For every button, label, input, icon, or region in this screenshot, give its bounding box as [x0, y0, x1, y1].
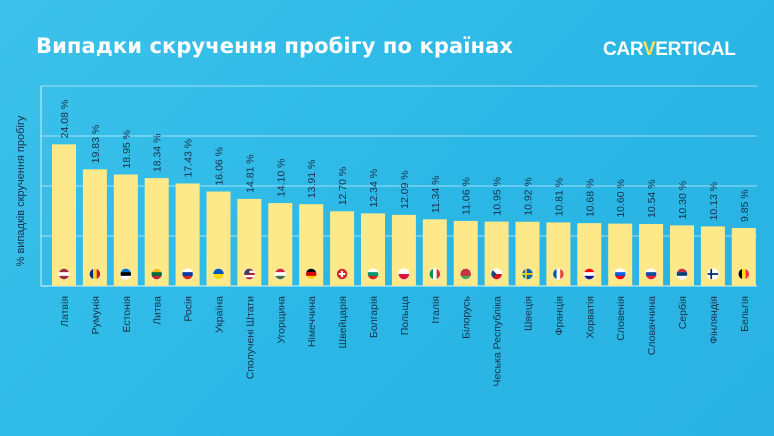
belarus-flag-icon — [459, 268, 472, 280]
value-label: 14.10 % — [275, 159, 287, 198]
finland-flag-icon — [707, 268, 719, 280]
category-labels: Латвія Румунія Естонія Литва Росія Україна Спо… — [59, 295, 751, 386]
flags — [58, 268, 750, 280]
value-labels: 24.08 % 19.83 % 18.95 % 18.34 % 17.43 % 16.06… — [59, 100, 751, 222]
page-title: Випадки скручення пробігу по країнах — [36, 34, 514, 58]
y-axis-label: % випадків скручення пробігу — [15, 115, 27, 266]
category-label: Бельгія — [739, 296, 751, 332]
category-label: Сполучені Штати — [244, 296, 256, 379]
category-label: Словенія — [615, 296, 627, 341]
category-label: Німеччина — [306, 296, 318, 347]
value-label: 12.70 % — [337, 167, 349, 206]
bulgaria-flag-icon — [367, 268, 379, 280]
value-label: 10.68 % — [584, 179, 596, 218]
logo-accent: V — [642, 39, 656, 60]
value-label: 18.95 % — [121, 130, 133, 169]
serbia-flag-icon — [676, 268, 688, 280]
category-label: Білорусь — [461, 295, 473, 338]
switzerland-flag-icon — [336, 268, 348, 280]
value-label: 10.60 % — [615, 179, 627, 218]
logo-suffix: ERTICAL — [655, 39, 736, 60]
ukraine-flag-icon — [212, 268, 225, 280]
belgium-flag-icon — [737, 268, 750, 280]
value-label: 13.91 % — [306, 160, 318, 199]
category-label: Польща — [399, 296, 411, 335]
category-label: Росія — [183, 296, 195, 322]
category-label: Італія — [430, 296, 442, 324]
value-label: 11.34 % — [430, 176, 442, 214]
bars — [52, 144, 756, 286]
lithuania-flag-icon — [150, 268, 163, 280]
value-label: 10.13 % — [708, 182, 720, 221]
value-label: 24.08 % — [59, 100, 71, 139]
category-label: Болгарія — [368, 296, 380, 338]
logo-prefix: CAR — [603, 39, 643, 60]
category-label: Україна — [214, 296, 226, 333]
value-label: 9.85 % — [739, 189, 751, 222]
bar — [82, 169, 107, 286]
value-label: 10.30 % — [677, 181, 689, 220]
category-label: Швеція — [523, 296, 535, 331]
carvertical-logo: CARVERTICAL — [603, 39, 736, 61]
category-label: Словаччина — [646, 296, 658, 355]
italy-flag-icon — [428, 268, 441, 280]
slovakia-flag-icon — [645, 268, 657, 280]
category-label: Румунія — [90, 296, 102, 335]
category-label: Фінляндія — [708, 296, 720, 344]
bar — [113, 174, 138, 286]
value-label: 10.92 % — [523, 177, 535, 216]
category-label: Угорщина — [275, 296, 287, 344]
germany-flag-icon — [305, 268, 318, 280]
category-label: Естонія — [121, 296, 133, 332]
category-label: Франція — [553, 296, 565, 336]
category-label: Швейцарія — [337, 296, 349, 349]
value-label: 16.06 % — [214, 147, 226, 186]
sweden-flag-icon — [521, 268, 534, 280]
category-label: Сербія — [677, 296, 689, 329]
poland-flag-icon — [398, 268, 410, 280]
value-label: 18.34 % — [152, 134, 164, 173]
value-label: 10.81 % — [553, 178, 565, 217]
hungary-flag-icon — [274, 268, 287, 280]
value-label: 19.83 % — [90, 125, 102, 164]
croatia-flag-icon — [583, 268, 596, 280]
value-label: 12.34 % — [368, 169, 380, 208]
category-label: Чеська Республіка — [492, 296, 504, 387]
value-label: 12.09 % — [399, 170, 411, 209]
slovenia-flag-icon — [614, 268, 627, 280]
czech-flag-icon — [490, 268, 503, 280]
category-label: Латвія — [59, 296, 71, 327]
value-label: 11.06 % — [461, 177, 473, 215]
value-label: 14.81 % — [244, 154, 256, 193]
romania-flag-icon — [89, 268, 101, 280]
category-label: Хорватія — [584, 296, 596, 338]
latvia-flag-icon — [58, 268, 70, 280]
usa-flag-icon — [243, 268, 256, 280]
russia-flag-icon — [181, 268, 194, 280]
value-label: 10.54 % — [646, 179, 658, 218]
estonia-flag-icon — [120, 268, 132, 280]
value-label: 10.95 % — [492, 177, 504, 216]
bar — [52, 144, 76, 286]
category-label: Литва — [152, 296, 164, 325]
value-label: 17.43 % — [183, 139, 195, 178]
france-flag-icon — [552, 268, 565, 280]
bar — [144, 178, 169, 286]
